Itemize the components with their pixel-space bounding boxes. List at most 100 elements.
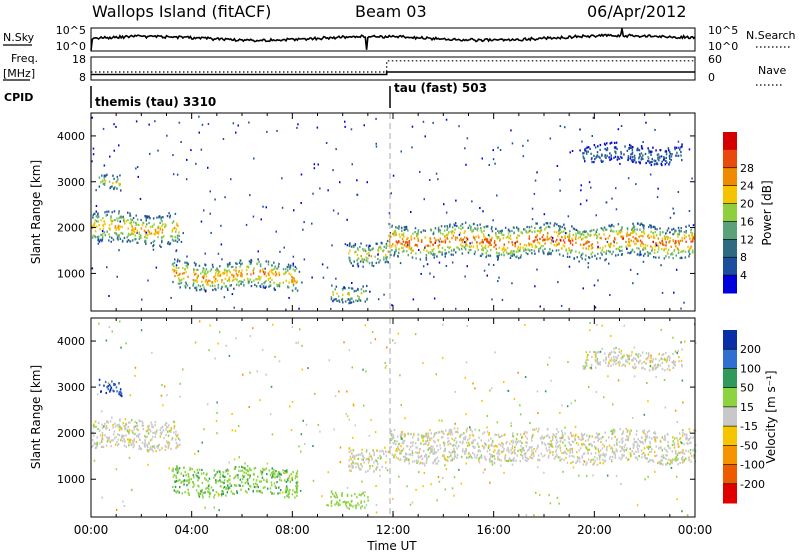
echo-cell xyxy=(156,231,159,234)
echo-cell xyxy=(260,471,263,475)
echo-cell xyxy=(679,148,681,151)
echo-cell xyxy=(229,284,231,287)
echo-cell xyxy=(615,230,618,233)
echo-cell xyxy=(405,456,407,459)
echo-cell xyxy=(292,255,295,258)
echo-cell xyxy=(274,476,277,479)
echo-cell xyxy=(424,245,426,248)
echo-cell xyxy=(677,235,679,238)
echo-cell xyxy=(439,444,441,447)
echo-cell xyxy=(594,306,597,309)
echo-cell xyxy=(279,491,281,495)
echo-cell xyxy=(176,237,179,240)
echo-cell xyxy=(291,280,293,283)
echo-cell xyxy=(643,413,646,416)
power-colorbar-tick-label: 16 xyxy=(740,215,754,228)
echo-cell xyxy=(175,269,178,273)
echo-cell xyxy=(192,474,195,477)
echo-cell xyxy=(632,236,634,239)
echo-cell xyxy=(238,484,241,487)
echo-cell xyxy=(527,252,529,256)
y-tick-label: 3000 xyxy=(57,176,85,189)
echo-cell xyxy=(410,248,412,251)
echo-cell xyxy=(405,245,408,248)
echo-cell xyxy=(253,473,256,476)
echo-cell xyxy=(454,228,456,231)
echo-cell xyxy=(170,428,172,431)
echo-cell xyxy=(497,455,499,458)
echo-cell xyxy=(655,244,658,247)
echo-cell xyxy=(424,135,426,138)
echo-cell xyxy=(499,435,502,438)
echo-cell xyxy=(431,448,433,451)
echo-cell xyxy=(174,480,177,483)
echo-cell xyxy=(410,235,413,238)
echo-cell xyxy=(492,264,495,266)
echo-cell xyxy=(168,443,170,446)
echo-cell xyxy=(692,249,694,252)
echo-cell xyxy=(646,358,648,361)
echo-cell xyxy=(470,227,472,230)
echo-cell xyxy=(144,236,146,239)
echo-cell xyxy=(643,455,646,459)
echo-cell xyxy=(516,240,519,243)
echo-cell xyxy=(479,456,482,459)
echo-cell xyxy=(641,230,643,234)
echo-cell xyxy=(595,234,598,237)
echo-cell xyxy=(529,229,532,232)
echo-cell xyxy=(221,279,223,282)
echo-cell xyxy=(516,454,518,457)
echo-cell xyxy=(187,472,190,475)
echo-cell xyxy=(273,468,275,471)
echo-cell xyxy=(119,390,121,393)
echo-cell xyxy=(226,479,229,482)
echo-cell xyxy=(618,456,621,459)
noise-strip-frame xyxy=(90,27,696,52)
echo-cell xyxy=(681,250,684,253)
echo-cell xyxy=(539,305,541,308)
echo-cell xyxy=(286,487,289,490)
echo-cell xyxy=(408,462,411,465)
echo-cell xyxy=(543,213,546,216)
echo-cell xyxy=(393,436,395,439)
echo-cell xyxy=(400,404,402,407)
echo-cell xyxy=(288,265,291,268)
echo-cell xyxy=(372,247,374,250)
echo-cell xyxy=(105,444,108,447)
echo-cell xyxy=(529,249,531,252)
echo-cell xyxy=(226,274,228,277)
echo-cell xyxy=(437,230,440,233)
echo-cell xyxy=(180,278,183,281)
echo-cell xyxy=(175,266,178,269)
echo-cell xyxy=(659,231,662,234)
echo-cell xyxy=(287,263,290,266)
echo-cell xyxy=(458,468,460,471)
echo-cell xyxy=(105,391,108,395)
echo-cell xyxy=(357,462,359,465)
echo-cell xyxy=(550,444,552,447)
echo-cell xyxy=(145,231,148,234)
echo-cell xyxy=(536,390,539,393)
echo-cell xyxy=(151,445,154,448)
echo-cell xyxy=(464,248,467,251)
echo-cell xyxy=(600,437,603,440)
echo-cell xyxy=(148,221,150,225)
echo-cell xyxy=(585,150,588,153)
echo-cell xyxy=(497,258,499,261)
echo-cell xyxy=(507,252,510,255)
echo-cell xyxy=(411,449,414,453)
echo-cell xyxy=(589,329,591,332)
echo-cell xyxy=(471,456,473,460)
echo-cell xyxy=(484,442,486,445)
echo-cell xyxy=(476,229,479,232)
echo-cell xyxy=(582,436,584,439)
echo-cell xyxy=(656,454,658,457)
echo-cell xyxy=(238,456,240,459)
echo-cell xyxy=(638,254,641,257)
echo-cell xyxy=(252,215,255,218)
echo-cell xyxy=(596,228,598,231)
echo-cell xyxy=(390,433,393,436)
echo-cell xyxy=(666,450,668,453)
echo-cell xyxy=(178,234,181,237)
echo-cell xyxy=(502,251,505,254)
